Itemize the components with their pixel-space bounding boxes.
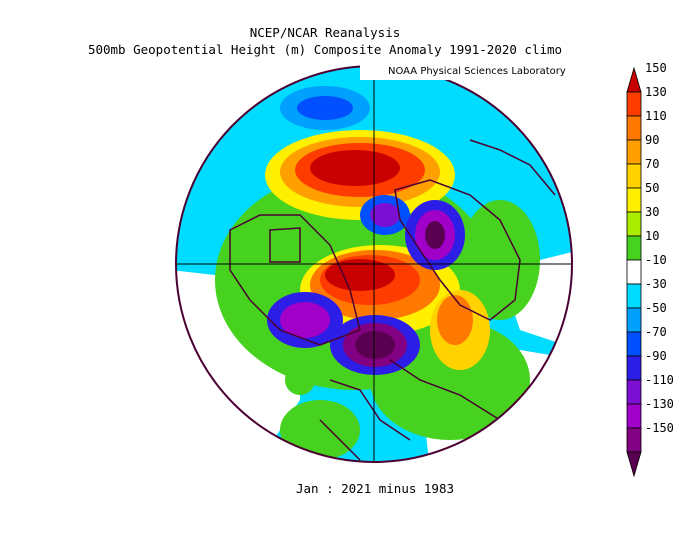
colorbar-swatch — [626, 91, 642, 117]
colorbar-swatch — [626, 187, 642, 213]
map-footer: Jan : 2021 minus 1983 — [295, 481, 455, 496]
colorbar-swatch — [626, 115, 642, 141]
colorbar-swatch — [626, 163, 642, 189]
colorbar-label: 10 — [645, 229, 659, 243]
colorbar-label: 50 — [645, 181, 659, 195]
colorbar-swatch — [626, 427, 642, 453]
arrow-down-icon — [626, 451, 642, 478]
colorbar-swatch — [626, 139, 642, 165]
colorbar-swatch — [626, 379, 642, 405]
arrow-up-icon — [626, 66, 642, 93]
map-title: NCEP/NCAR Reanalysis — [249, 25, 401, 40]
colorbar-label: 90 — [645, 133, 659, 147]
colorbar-label: -70 — [645, 325, 667, 339]
colorbar-swatch — [626, 283, 642, 309]
colorbar-swatch — [626, 307, 642, 333]
colorbar-swatch — [626, 331, 642, 357]
colorbar-label: -30 — [645, 277, 667, 291]
colorbar-label: -90 — [645, 349, 667, 363]
colorbar-label: -150 — [645, 421, 674, 435]
colorbar-label: 70 — [645, 157, 659, 171]
colorbar-label: 150 — [645, 61, 667, 75]
colorbar-label: -50 — [645, 301, 667, 315]
colorbar-label: -10 — [645, 253, 667, 267]
credit-label: NOAA Physical Sciences Laboratory — [360, 64, 572, 80]
colorbar-swatch — [626, 211, 642, 237]
colorbar-label: -110 — [645, 373, 674, 387]
colorbar-swatch — [626, 259, 642, 285]
colorbar-swatch — [626, 355, 642, 381]
colorbar-label: 30 — [645, 205, 659, 219]
colorbar-label: 110 — [645, 109, 667, 123]
colorbar-label: -130 — [645, 397, 674, 411]
map-subtitle: 500mb Geopotential Height (m) Composite … — [87, 42, 563, 57]
colorbar-label: 130 — [645, 85, 667, 99]
colorbar-swatch — [626, 235, 642, 261]
colorbar-swatch — [626, 403, 642, 429]
